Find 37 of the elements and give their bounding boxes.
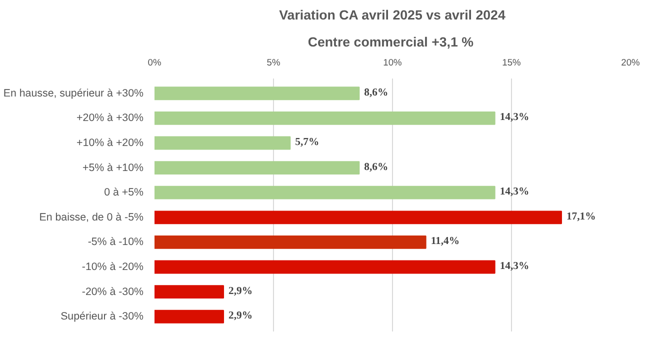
bar bbox=[154, 111, 496, 125]
data-label: 11,4% bbox=[430, 236, 460, 248]
bar bbox=[154, 186, 496, 200]
data-label: 8,6% bbox=[364, 87, 388, 98]
y-tick-label: -5% à -10% bbox=[88, 236, 144, 248]
x-tick-label: 20% bbox=[621, 58, 640, 68]
bar bbox=[154, 210, 562, 224]
x-tick-label: 10% bbox=[383, 58, 402, 68]
data-label: 14,3% bbox=[500, 186, 530, 198]
data-label: 8,6% bbox=[364, 162, 388, 173]
bar bbox=[154, 260, 496, 274]
chart-title: Variation CA avril 2025 vs avril 2024 bbox=[279, 8, 506, 22]
y-tick-label: 0 à +5% bbox=[104, 186, 144, 199]
data-label: 5,7% bbox=[295, 136, 320, 148]
y-tick-label: +20% à +30% bbox=[76, 112, 144, 124]
y-tick-label: +10% à +20% bbox=[76, 136, 144, 149]
bar bbox=[154, 310, 224, 324]
y-tick-label: -10% à -20% bbox=[82, 261, 144, 274]
bar bbox=[154, 86, 360, 100]
y-tick-label: +5% à +10% bbox=[82, 162, 144, 174]
bar bbox=[154, 285, 224, 299]
data-label: 14,3% bbox=[500, 112, 530, 124]
y-tick-label: -20% à -30% bbox=[82, 286, 144, 298]
x-tick-label: 0% bbox=[148, 58, 162, 68]
data-label: 17,1% bbox=[566, 211, 596, 222]
data-label: 14,3% bbox=[500, 261, 530, 272]
x-tick-label: 15% bbox=[502, 58, 521, 68]
data-label: 2,9% bbox=[228, 310, 253, 322]
x-tick-label: 5% bbox=[266, 58, 280, 68]
bar bbox=[154, 236, 426, 249]
bar bbox=[154, 136, 291, 150]
data-label: 2,9% bbox=[228, 286, 253, 297]
y-tick-label: En baisse, de 0 à -5% bbox=[39, 211, 144, 224]
chart-subtitle: Centre commercial +3,1 % bbox=[308, 34, 474, 50]
bar bbox=[154, 161, 360, 174]
y-tick-label: En hausse, supérieur à +30% bbox=[3, 87, 144, 100]
y-tick-label: Supérieur à -30% bbox=[60, 310, 144, 323]
